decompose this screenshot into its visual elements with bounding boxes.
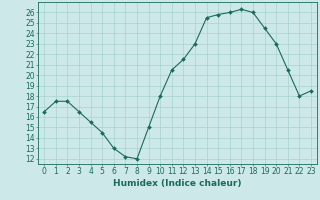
X-axis label: Humidex (Indice chaleur): Humidex (Indice chaleur)	[113, 179, 242, 188]
